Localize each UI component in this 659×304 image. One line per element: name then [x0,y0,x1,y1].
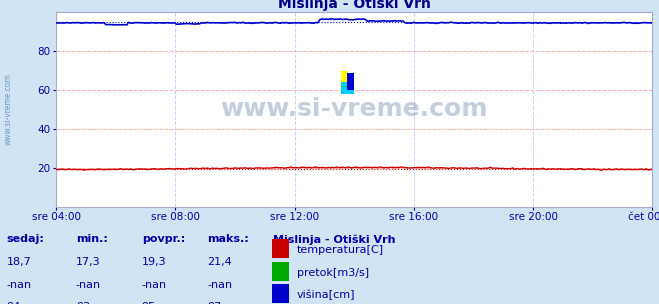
Text: min.:: min.: [76,234,107,244]
Text: maks.:: maks.: [208,234,249,244]
Text: 94: 94 [7,302,21,304]
Bar [272,239,289,258]
Text: 17,3: 17,3 [76,257,100,267]
Text: višina[cm]: višina[cm] [297,290,355,300]
Text: 97: 97 [208,302,222,304]
Text: -nan: -nan [7,280,32,290]
Bar [272,262,289,281]
Text: -nan: -nan [142,280,167,290]
Text: 95: 95 [142,302,156,304]
Text: temperatura[C]: temperatura[C] [297,245,384,255]
Text: povpr.:: povpr.: [142,234,185,244]
Text: 19,3: 19,3 [142,257,166,267]
Text: sedaj:: sedaj: [7,234,44,244]
Title: Mislinja - Otiški Vrh: Mislinja - Otiški Vrh [278,0,430,11]
Text: www.si-vreme.com: www.si-vreme.com [3,74,13,145]
Text: -nan: -nan [76,280,101,290]
Text: 21,4: 21,4 [208,257,233,267]
Text: 93: 93 [76,302,90,304]
Bar [341,71,349,83]
Text: www.si-vreme.com: www.si-vreme.com [221,98,488,121]
Text: 18,7: 18,7 [7,257,32,267]
Bar [272,285,289,303]
Text: Mislinja - Otiški Vrh: Mislinja - Otiški Vrh [273,234,396,245]
Text: -nan: -nan [208,280,233,290]
Bar [341,82,355,94]
Bar [347,73,355,90]
Text: pretok[m3/s]: pretok[m3/s] [297,268,368,278]
